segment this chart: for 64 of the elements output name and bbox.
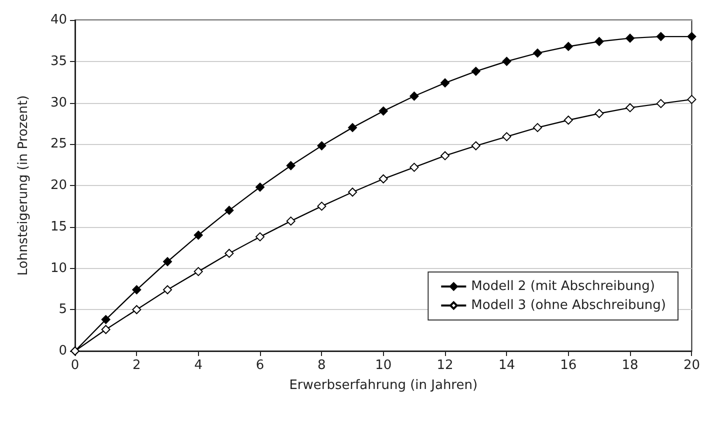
y-tick-label: 30	[50, 95, 67, 110]
point	[533, 123, 542, 132]
point	[626, 103, 635, 112]
y-tick-label: 10	[50, 260, 67, 276]
point	[256, 232, 265, 242]
y-tick-label: 5	[58, 302, 67, 318]
point	[194, 230, 203, 240]
point	[502, 132, 512, 142]
point	[378, 174, 388, 184]
point	[348, 123, 358, 132]
y-tick-label: 20	[50, 178, 67, 193]
point	[687, 32, 696, 42]
point	[410, 162, 419, 172]
x-tick-label: 14	[498, 358, 515, 373]
x-tick-label: 4	[194, 358, 202, 373]
point	[224, 248, 234, 258]
point	[656, 99, 666, 108]
point	[594, 37, 604, 46]
point	[224, 206, 234, 215]
point	[564, 42, 573, 51]
y-tick-label: 0	[58, 344, 67, 358]
point	[378, 106, 388, 116]
point	[656, 32, 666, 42]
point	[687, 94, 696, 104]
point	[533, 48, 542, 58]
x-tick-label: 8	[318, 358, 326, 373]
point	[163, 257, 172, 266]
y-tick-label: 40	[50, 12, 67, 28]
point	[626, 34, 635, 43]
point	[317, 202, 326, 211]
y-tick-label: 15	[50, 219, 67, 234]
point	[471, 141, 480, 150]
point	[286, 216, 296, 226]
x-tick-label: 6	[256, 358, 264, 373]
legend-label: Modell 2 (mit Abschreibung)	[471, 279, 655, 294]
point	[101, 315, 110, 324]
legend-label: Modell 3 (ohne Abschreibung)	[471, 298, 666, 313]
point	[594, 109, 604, 118]
point	[132, 305, 142, 314]
point	[163, 285, 172, 294]
x-axis-title: Erwerbserfahrung (in Jahren)	[289, 378, 478, 393]
y-tick-label: 35	[50, 54, 67, 69]
x-tick-label: 2	[132, 358, 141, 373]
x-tick-label: 0	[70, 358, 80, 373]
x-tick-label: 10	[375, 358, 392, 373]
point	[440, 151, 450, 160]
point	[564, 116, 573, 125]
point	[471, 66, 480, 76]
y-axis-title: Lohnsteigerung (in Prozent)	[16, 95, 31, 276]
point	[317, 141, 326, 150]
point	[194, 267, 203, 276]
point	[502, 56, 512, 66]
point	[286, 161, 296, 170]
point	[132, 285, 142, 294]
point	[101, 324, 110, 334]
point	[410, 92, 419, 101]
x-tick-label: 16	[560, 358, 577, 373]
x-tick-label: 20	[683, 358, 700, 373]
point	[348, 188, 358, 197]
x-tick-label: 18	[622, 358, 638, 373]
point	[256, 182, 265, 192]
x-tick-label: 12	[436, 358, 454, 373]
point	[440, 78, 450, 88]
y-tick-label: 25	[50, 136, 67, 152]
